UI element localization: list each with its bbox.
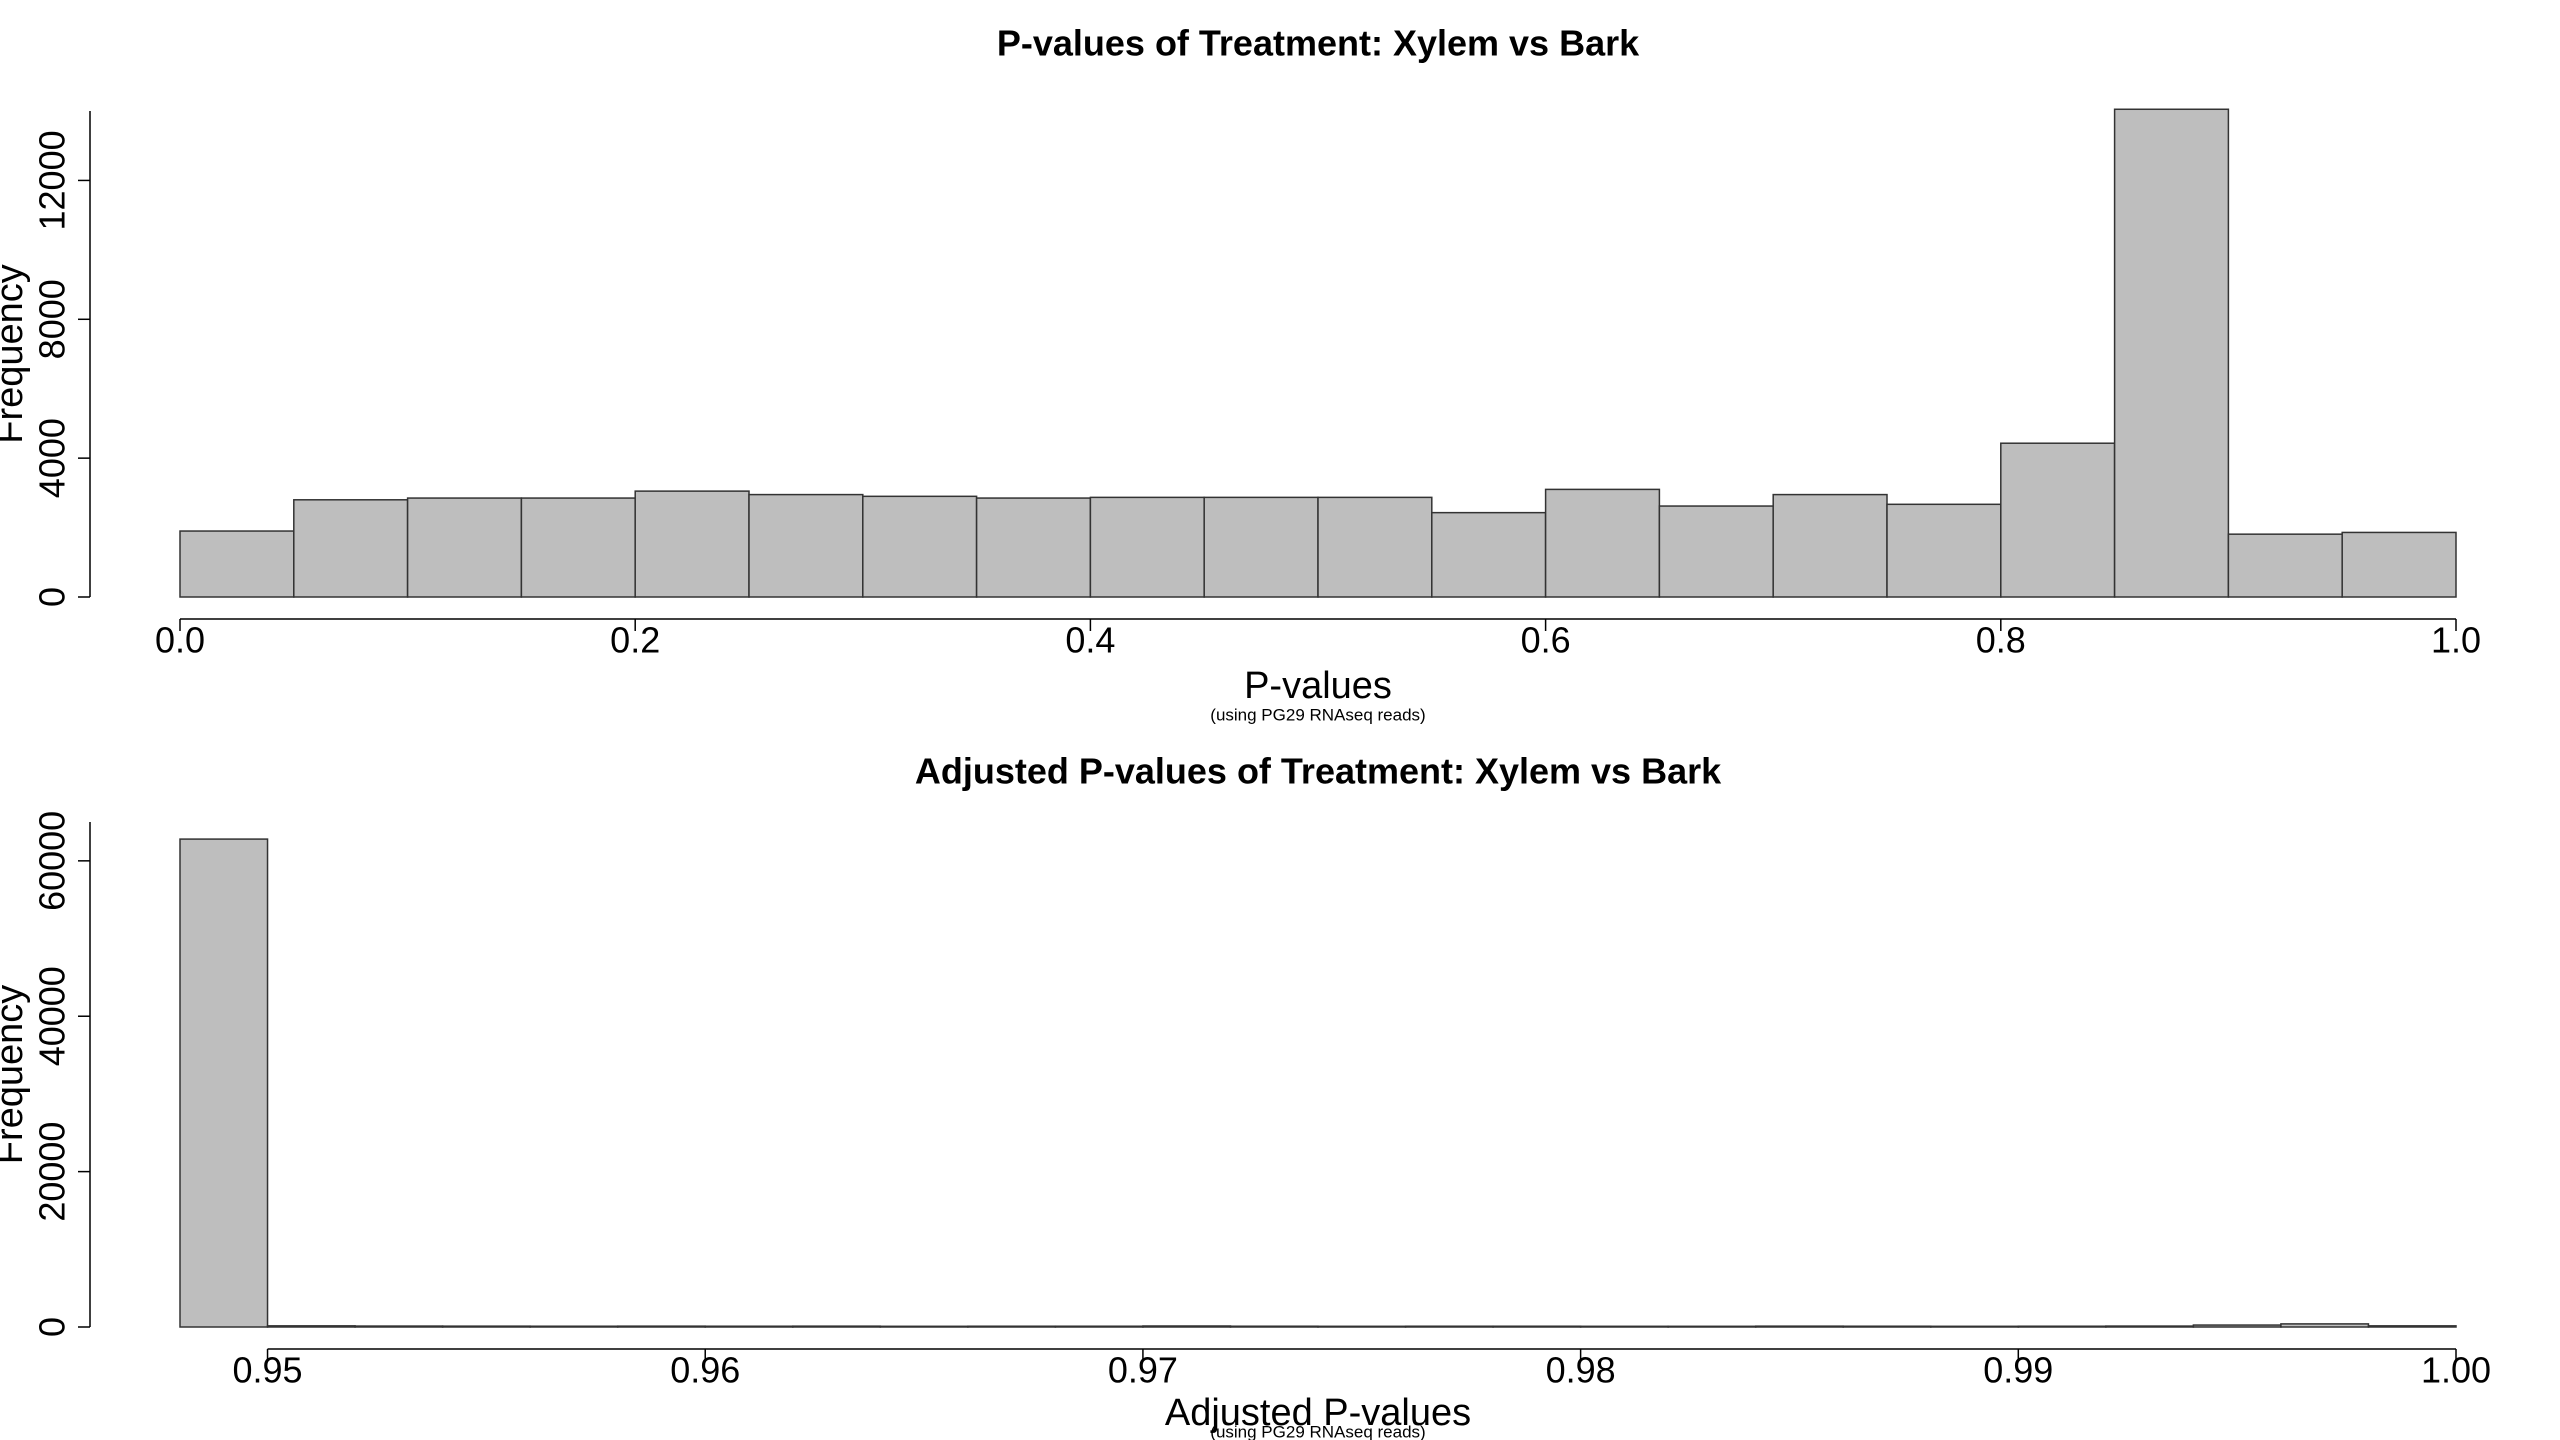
bar (266, 1325, 356, 1328)
x-tick-label: 0.8 (1976, 620, 2026, 661)
x-tick-label: 0.2 (610, 620, 660, 661)
bar (520, 497, 636, 598)
bar (293, 499, 409, 598)
y-tick-label: 0 (32, 1317, 73, 1337)
bar (179, 838, 269, 1328)
bar (354, 1325, 444, 1328)
y-tick-label: 40000 (32, 966, 73, 1066)
bar (967, 1325, 1057, 1328)
bar (1772, 493, 1888, 598)
y-tick-label: 20000 (32, 1122, 73, 1222)
x-tick-label: 0.96 (670, 1350, 740, 1391)
y-tick-label: 4000 (32, 418, 73, 498)
bar (1842, 1325, 1932, 1328)
x-tick-label: 1.0 (2431, 620, 2481, 661)
x-axis-label: Adjusted P-values (1165, 1392, 1471, 1434)
bar (1317, 496, 1433, 598)
bar (1886, 503, 2002, 598)
bar (1667, 1325, 1757, 1328)
bar (616, 1325, 706, 1328)
y-tick-label: 12000 (32, 130, 73, 230)
x-tick-label: 1.00 (2421, 1350, 2491, 1391)
bar (1404, 1325, 1494, 1328)
chart-title: Adjusted P-values of Treatment: Xylem vs… (915, 751, 1722, 792)
bar (2280, 1323, 2370, 1328)
bar (441, 1325, 531, 1328)
bar (1492, 1325, 1582, 1328)
x-tick-label: 0.0 (155, 620, 205, 661)
chart-title: P-values of Treatment: Xylem vs Bark (997, 23, 1640, 64)
bar (1229, 1325, 1319, 1328)
bar (1754, 1325, 1844, 1328)
bar (2341, 531, 2457, 598)
y-axis-label: Frequency (0, 264, 31, 444)
y-tick-label: 0 (32, 587, 73, 607)
bar (2367, 1325, 2457, 1328)
y-tick-label: 8000 (32, 279, 73, 359)
bar (704, 1325, 794, 1328)
x-tick-label: 0.95 (232, 1350, 302, 1391)
bar (879, 1325, 969, 1328)
bar (1203, 496, 1319, 598)
bar (2113, 108, 2230, 598)
y-axis-label: Frequency (0, 985, 31, 1165)
bar (1930, 1325, 2020, 1328)
bar (1431, 511, 1547, 598)
x-tick-label: 0.4 (1065, 620, 1115, 661)
bar (2105, 1325, 2195, 1328)
bar (1089, 496, 1205, 598)
bar (634, 490, 750, 598)
bar (406, 497, 523, 598)
y-tick-label: 60000 (32, 811, 73, 911)
x-tick-label: 0.99 (1983, 1350, 2053, 1391)
subtitle: (using PG29 RNAseq reads) (1210, 705, 1425, 724)
bar (1658, 505, 1774, 598)
bar (2192, 1324, 2282, 1328)
x-tick-label: 0.6 (1521, 620, 1571, 661)
bar (2227, 533, 2343, 598)
bar (862, 495, 978, 598)
bar (179, 530, 295, 598)
bar (1054, 1325, 1144, 1328)
bar (1544, 488, 1661, 598)
bar (1579, 1325, 1669, 1328)
subtitle: (using PG29 RNAseq reads) (1210, 1422, 1425, 1440)
bar (1317, 1325, 1407, 1328)
bar (2017, 1325, 2107, 1328)
bar (1142, 1325, 1232, 1328)
x-axis-label: P-values (1244, 665, 1392, 707)
bar (2000, 442, 2116, 598)
bar (748, 493, 864, 598)
bar (975, 497, 1092, 598)
bar (529, 1325, 619, 1328)
bar (792, 1325, 882, 1328)
x-tick-label: 0.98 (1546, 1350, 1616, 1391)
x-tick-label: 0.97 (1108, 1350, 1178, 1391)
